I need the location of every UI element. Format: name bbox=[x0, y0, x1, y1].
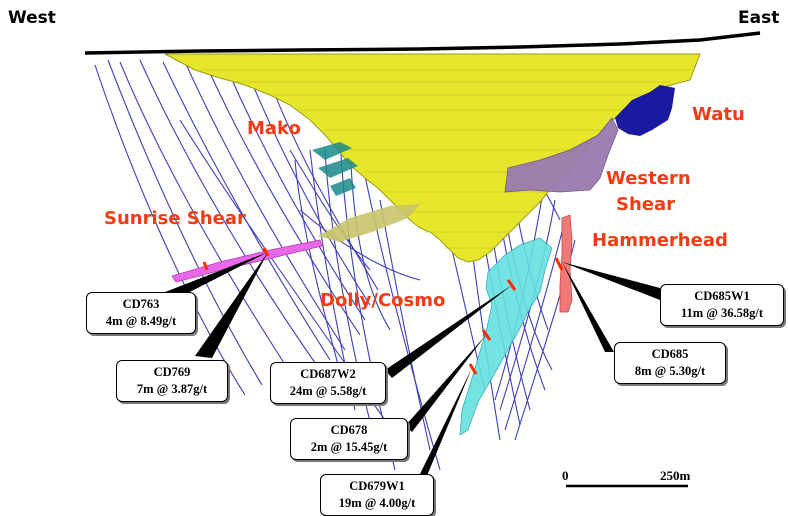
callout-result: 2m @ 15.45g/t bbox=[310, 440, 388, 454]
callout-cd685w1: CD685W1 11m @ 36.58g/t bbox=[660, 284, 784, 326]
callout-result: 8m @ 5.30g/t bbox=[634, 364, 706, 378]
mako-orebody bbox=[312, 142, 358, 196]
callout-hole-id: CD678 bbox=[330, 423, 368, 437]
callout-hole-id: CD685W1 bbox=[694, 289, 750, 303]
callout-result: 19m @ 4.00g/t bbox=[338, 496, 416, 510]
callout-cd769: CD769 7m @ 3.87g/t bbox=[116, 360, 228, 402]
intercept-marks bbox=[202, 247, 564, 375]
scale-start-label: 0 bbox=[562, 468, 569, 483]
callout-cd678: CD678 2m @ 15.45g/t bbox=[290, 418, 408, 460]
western-shear-orebody bbox=[504, 117, 619, 193]
dolly-cosmo-orebody bbox=[459, 237, 553, 436]
western-shear-label-line1: Western bbox=[606, 168, 691, 189]
callout-result: 7m @ 3.87g/t bbox=[136, 382, 208, 396]
hammerhead-label: Hammerhead bbox=[592, 230, 728, 251]
callout-cd763: CD763 4m @ 8.49g/t bbox=[86, 292, 196, 334]
mako-label: Mako bbox=[247, 118, 301, 139]
callout-result: 11m @ 36.58g/t bbox=[680, 306, 764, 320]
callout-hole-id: CD685 bbox=[651, 347, 689, 361]
callout-cd679w1: CD679W1 19m @ 4.00g/t bbox=[320, 474, 434, 516]
watu-orebody bbox=[615, 85, 675, 136]
western-shear-label-line2: Shear bbox=[616, 194, 676, 215]
callout-hole-id: CD769 bbox=[153, 365, 191, 379]
callout-hole-id: CD763 bbox=[122, 297, 160, 311]
callout-hole-id: CD687W2 bbox=[300, 367, 356, 381]
west-label: West bbox=[8, 8, 56, 28]
surface-topography bbox=[84, 31, 761, 55]
callout-result: 24m @ 5.58g/t bbox=[289, 384, 367, 398]
sunrise-shear-label: Sunrise Shear bbox=[104, 208, 246, 229]
shear-lens bbox=[318, 204, 420, 242]
callout-leaders bbox=[160, 252, 660, 478]
dolly-cosmo-label: Dolly/Cosmo bbox=[320, 290, 446, 311]
callout-hole-id: CD679W1 bbox=[349, 479, 405, 493]
scale-end-label: 250m bbox=[660, 468, 691, 483]
callout-cd687w2: CD687W2 24m @ 5.58g/t bbox=[270, 362, 386, 404]
callout-cd685: CD685 8m @ 5.30g/t bbox=[614, 342, 726, 384]
callout-result: 4m @ 8.49g/t bbox=[105, 314, 177, 328]
east-label: East bbox=[738, 8, 780, 28]
watu-label: Watu bbox=[692, 104, 745, 125]
